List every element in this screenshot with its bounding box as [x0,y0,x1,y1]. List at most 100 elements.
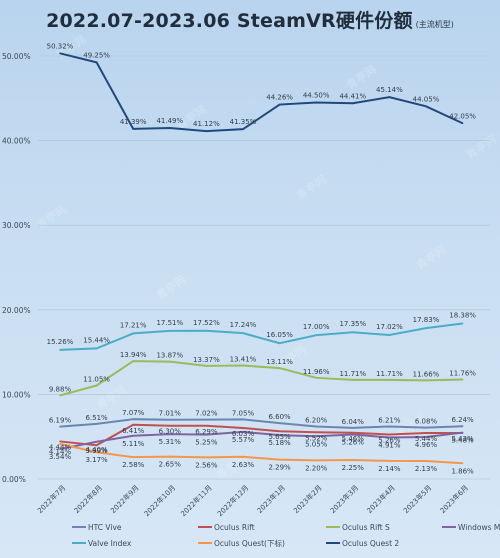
data-label: 5.26% [378,437,401,445]
data-label: 6.03% [232,430,255,438]
data-point [315,435,318,438]
data-label: 3.17% [85,456,108,464]
data-point [278,103,281,106]
data-label: 2.56% [195,461,218,469]
x-tick-label: 2023年4月 [365,483,397,515]
data-point [278,342,281,345]
data-point [388,433,391,436]
data-point [205,424,208,427]
data-label: 5.31% [159,438,182,446]
data-label: 6.30% [159,428,182,436]
data-label: 17.35% [339,320,366,328]
data-label: 4.44% [49,443,72,451]
data-point [242,455,244,458]
data-point [95,61,98,64]
data-point [205,456,208,459]
data-point [315,101,318,104]
data-label: 44.41% [339,92,366,100]
data-point [315,431,318,434]
legend-label: Oculus Rift S [342,523,390,532]
data-label: 3.99% [85,447,108,455]
data-label: 18.38% [449,312,476,320]
data-label: 9.88% [49,385,72,393]
data-point [59,448,61,450]
data-point [388,460,391,462]
chart-title-block: 2022.07-2023.06 SteamVR硬件份额 (主流机型) [0,6,500,33]
data-label: 11.76% [449,370,476,378]
data-label: 50.32% [47,42,74,50]
data-point [169,418,171,421]
series-line [59,322,463,351]
data-point [461,431,464,434]
data-label: 17.21% [120,321,147,329]
y-tick-label: 20.00% [2,306,31,315]
data-point [461,425,464,428]
watermark-text: 青亭网 [294,172,329,202]
watermark-text: 青亭网 [34,202,69,232]
data-label: 6.60% [268,413,291,421]
data-label: 4.40% [85,446,108,454]
data-point [352,433,354,436]
data-label: 6.04% [342,418,365,426]
y-tick-label: 40.00% [2,137,31,146]
data-label: 4.14% [49,448,72,456]
data-label: 4.91% [378,441,401,449]
data-point [242,128,244,130]
data-point [95,347,98,350]
data-point [278,367,281,369]
data-point [425,436,427,438]
data-label: 5.44% [415,435,438,443]
data-point [95,444,98,447]
data-point [169,455,171,458]
watermark-text: 青亭网 [94,382,129,412]
data-label: 45.14% [376,86,403,94]
data-label: 15.26% [47,338,74,346]
data-point [169,433,171,435]
data-label: 41.39% [120,118,147,126]
data-label: 17.00% [303,323,330,331]
data-point [59,52,61,55]
x-tick-label: 2022年12月 [215,483,250,518]
data-point [388,425,391,428]
data-point [242,427,244,429]
data-label: 6.20% [305,417,328,425]
data-label: 6.21% [378,416,401,424]
x-tick-label: 2023年3月 [328,483,360,515]
x-tick-label: 2022年7月 [35,483,67,515]
data-point [95,384,98,387]
data-point [205,130,208,132]
data-label: 44.50% [303,92,330,100]
data-label: 2.13% [415,465,438,473]
data-label: 6.41% [122,427,145,435]
data-point [169,424,171,427]
data-label: 5.48% [451,437,474,445]
y-tick-label: 50.00% [2,52,31,61]
data-point [388,436,391,439]
data-label: 7.07% [122,409,145,417]
x-tick-label: 2023年2月 [292,483,324,515]
data-point [132,332,134,335]
data-point [461,122,464,125]
data-point [205,329,208,332]
data-point [132,434,134,437]
data-point [242,418,244,421]
watermark-text: 青亭网 [154,272,189,302]
data-point [461,462,464,465]
data-point [59,443,61,445]
data-point [352,432,354,434]
data-label: 11.71% [339,370,366,378]
legend-label: Windows MR(下标) [458,522,500,532]
data-point [132,128,134,130]
data-label: 17.02% [376,323,403,331]
x-tick-label: 2022年9月 [109,483,141,515]
data-label: 17.51% [156,319,183,327]
data-point [278,430,281,433]
data-label: 6.08% [415,418,438,426]
x-tick-label: 2023年1月 [255,483,287,515]
data-label: 11.05% [83,376,110,384]
data-label: 7.05% [232,409,255,417]
data-point [169,127,171,129]
data-point [352,379,354,381]
data-point [132,423,134,426]
